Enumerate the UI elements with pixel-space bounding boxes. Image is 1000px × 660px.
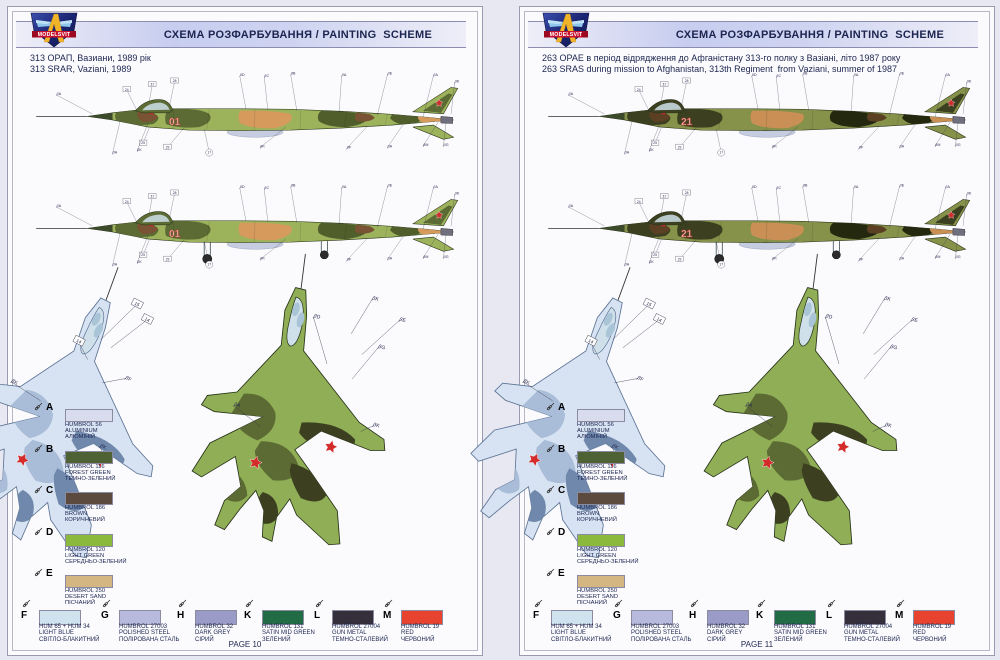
svg-text:βA: βA (386, 144, 392, 148)
svg-text:25: 25 (653, 253, 657, 257)
svg-text:βA: βA (56, 92, 62, 96)
svg-text:βD: βD (751, 185, 757, 189)
svg-text:17: 17 (207, 262, 211, 266)
svg-text:25: 25 (141, 141, 145, 145)
svg-text:βA: βA (112, 151, 118, 155)
svg-text:βA: βA (341, 73, 347, 77)
svg-text:MODELSVIT: MODELSVIT (550, 32, 583, 38)
svg-text:βK: βK (454, 79, 460, 83)
svg-text:βE: βE (910, 316, 919, 324)
svg-text:βG: βG (442, 255, 448, 259)
svg-text:01: 01 (169, 229, 181, 240)
svg-text:βK: βK (136, 260, 142, 264)
svg-text:βG: βG (954, 143, 960, 147)
svg-text:25: 25 (141, 253, 145, 257)
svg-text:βG: βG (889, 344, 898, 352)
svg-text:βA: βA (432, 73, 438, 77)
svg-text:βE: βE (898, 72, 904, 76)
svg-text:βK: βK (454, 191, 460, 195)
svg-text:βE: βE (386, 72, 392, 76)
svg-text:βA: βA (568, 92, 574, 96)
svg-text:βA: βA (432, 185, 438, 189)
svg-text:βA: βA (944, 73, 950, 77)
svg-text:24: 24 (637, 200, 641, 204)
svg-text:21: 21 (681, 229, 693, 240)
svg-text:βF: βF (123, 375, 132, 384)
svg-text:βG: βG (954, 255, 960, 259)
svg-text:βF: βF (346, 145, 352, 149)
svg-text:01: 01 (169, 117, 181, 128)
svg-text:βE: βE (386, 184, 392, 188)
svg-text:29: 29 (166, 145, 170, 149)
svg-text:βC: βC (263, 74, 269, 78)
svg-text:βB: βB (290, 72, 296, 76)
svg-text:17: 17 (207, 150, 211, 154)
svg-text:βB: βB (802, 184, 808, 188)
svg-text:βK: βK (771, 144, 777, 148)
svg-text:βK: βK (883, 295, 892, 303)
svg-text:βA: βA (853, 73, 859, 77)
svg-text:25: 25 (653, 141, 657, 145)
svg-text:βA: βA (386, 256, 392, 260)
svg-text:βD: βD (751, 73, 757, 77)
svg-text:31: 31 (662, 195, 666, 199)
svg-text:31: 31 (662, 83, 666, 87)
svg-text:βC: βC (775, 186, 781, 190)
svg-text:βK: βK (648, 260, 654, 264)
svg-text:βF: βF (635, 375, 644, 384)
svg-text:21: 21 (681, 117, 693, 128)
svg-text:βG: βG (377, 344, 386, 352)
svg-text:29: 29 (678, 145, 682, 149)
svg-text:βA: βA (624, 151, 630, 155)
svg-text:MODELSVIT: MODELSVIT (38, 32, 71, 38)
svg-text:βK: βK (259, 144, 265, 148)
svg-text:28: 28 (173, 191, 177, 195)
svg-text:βG: βG (442, 143, 448, 147)
svg-text:βA: βA (944, 185, 950, 189)
svg-text:βB: βB (802, 72, 808, 76)
svg-text:βD: βD (312, 313, 321, 321)
svg-text:βF: βF (858, 145, 864, 149)
svg-text:βA: βA (898, 144, 904, 148)
svg-text:17: 17 (719, 262, 723, 266)
svg-text:28: 28 (173, 79, 177, 83)
svg-text:29: 29 (166, 257, 170, 261)
svg-text:βA: βA (898, 256, 904, 260)
svg-text:βC: βC (775, 74, 781, 78)
svg-text:βF: βF (858, 257, 864, 261)
svg-text:βK: βK (371, 295, 380, 303)
svg-text:βM: βM (422, 143, 428, 147)
svg-text:βA: βA (56, 204, 62, 208)
svg-text:βE: βE (898, 184, 904, 188)
svg-text:βA: βA (853, 185, 859, 189)
svg-text:24: 24 (125, 200, 129, 204)
svg-text:28: 28 (685, 191, 689, 195)
svg-text:βK: βK (966, 191, 972, 195)
svg-text:βM: βM (422, 255, 428, 259)
svg-text:βM: βM (934, 143, 940, 147)
svg-text:28: 28 (685, 79, 689, 83)
svg-text:24: 24 (125, 88, 129, 92)
svg-text:βD: βD (239, 73, 245, 77)
svg-text:βB: βB (290, 184, 296, 188)
svg-text:24: 24 (637, 88, 641, 92)
svg-text:βD: βD (239, 185, 245, 189)
svg-text:βA: βA (341, 185, 347, 189)
svg-text:βC: βC (263, 186, 269, 190)
svg-text:βK: βK (136, 148, 142, 152)
svg-text:βA: βA (568, 204, 574, 208)
svg-text:31: 31 (150, 83, 154, 87)
svg-text:βF: βF (346, 257, 352, 261)
svg-text:βE: βE (398, 316, 407, 324)
svg-text:31: 31 (150, 195, 154, 199)
svg-text:29: 29 (678, 257, 682, 261)
svg-text:17: 17 (719, 150, 723, 154)
svg-text:βK: βK (966, 79, 972, 83)
svg-text:βK: βK (648, 148, 654, 152)
svg-text:βM: βM (934, 255, 940, 259)
svg-text:βD: βD (824, 313, 833, 321)
